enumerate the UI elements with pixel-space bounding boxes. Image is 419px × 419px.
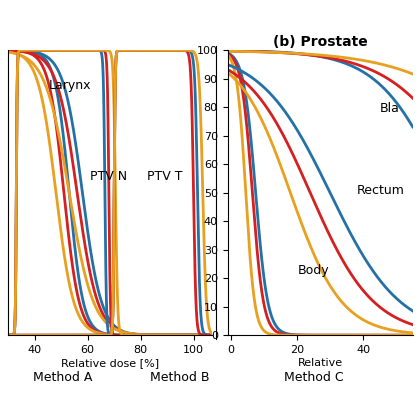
Text: Method B: Method B <box>150 371 210 384</box>
Text: Larynx: Larynx <box>49 79 92 92</box>
Text: Body: Body <box>298 264 330 277</box>
Text: Bla: Bla <box>379 101 399 114</box>
Text: Method C: Method C <box>285 371 344 384</box>
Text: PTV T: PTV T <box>147 170 182 183</box>
Title: (b) Prostate: (b) Prostate <box>273 35 367 49</box>
X-axis label: Relative: Relative <box>297 358 343 368</box>
Text: PTV N: PTV N <box>90 170 127 183</box>
Text: Rectum: Rectum <box>357 184 405 197</box>
X-axis label: Relative dose [%]: Relative dose [%] <box>61 358 159 368</box>
Text: Method A: Method A <box>33 371 93 384</box>
